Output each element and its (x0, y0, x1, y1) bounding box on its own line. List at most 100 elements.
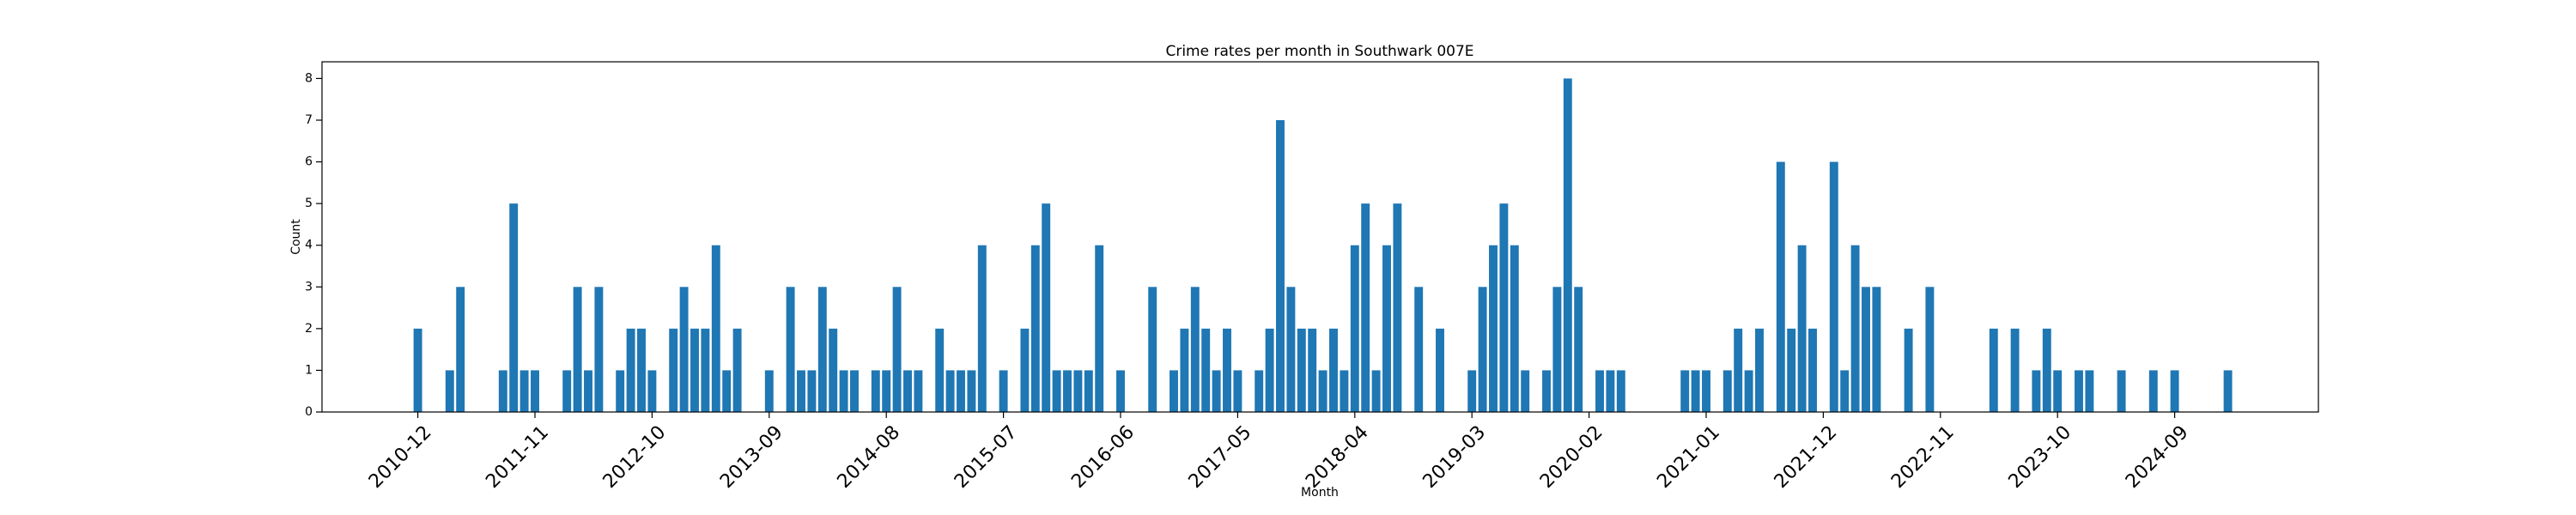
bar (1552, 287, 1562, 412)
y-axis-label: Count (289, 219, 303, 255)
bar (519, 370, 529, 412)
bar (786, 287, 795, 412)
bar (1297, 328, 1306, 412)
bar (1382, 245, 1391, 412)
bar (1722, 370, 1732, 412)
y-tick-label: 7 (305, 113, 313, 127)
bar (456, 287, 465, 412)
bar (1020, 328, 1030, 412)
bar (647, 370, 657, 412)
bar (1190, 287, 1200, 412)
bar (1073, 370, 1083, 412)
bar (935, 328, 945, 412)
bar (1265, 328, 1274, 412)
x-tick-label: 2014-08 (834, 421, 905, 493)
bar (1084, 370, 1093, 412)
bar (1680, 370, 1690, 412)
x-tick-label: 2021-01 (1653, 421, 1724, 493)
bar (690, 328, 699, 412)
bar (413, 328, 422, 412)
bar (1542, 370, 1551, 412)
bar (1042, 203, 1051, 412)
x-tick-label: 2013-09 (716, 421, 787, 493)
bar (1052, 370, 1061, 412)
bar (2148, 370, 2158, 412)
x-axis-label: Month (1301, 486, 1339, 500)
x-tick-label: 2012-10 (599, 421, 671, 493)
bar (722, 370, 732, 412)
bar (2053, 370, 2063, 412)
bar (445, 370, 454, 412)
y-tick-label: 2 (305, 322, 313, 336)
bar (1776, 161, 1785, 413)
bar (1850, 245, 1860, 412)
bar (1223, 328, 1231, 412)
bar (2170, 370, 2179, 412)
bar (1329, 328, 1338, 412)
bar (1925, 287, 1935, 412)
bar (1862, 287, 1870, 412)
bar (1734, 328, 1743, 412)
bar (1904, 328, 1913, 412)
x-tick-label: 2018-04 (1302, 421, 1373, 493)
bar (1563, 78, 1572, 412)
bar (2075, 370, 2083, 412)
bar (1702, 370, 1710, 412)
bar (1308, 328, 1317, 412)
bar (1755, 328, 1764, 412)
bar (669, 328, 678, 412)
bar (1030, 245, 1040, 412)
x-tick-label: 2011-11 (482, 421, 553, 493)
bar (1489, 245, 1498, 412)
bar (1574, 287, 1583, 412)
bar (1255, 370, 1264, 412)
x-tick-label: 2022-11 (1887, 421, 1959, 493)
bar (999, 370, 1008, 412)
bar (1318, 370, 1327, 412)
bar (903, 370, 912, 412)
bar (711, 245, 720, 412)
bar (1233, 370, 1242, 412)
x-tick-label: 2024-09 (2122, 421, 2193, 493)
bar (1478, 287, 1487, 412)
bar (2223, 370, 2233, 412)
bar (1872, 287, 1881, 412)
bar (1510, 245, 1519, 412)
bar (573, 287, 582, 412)
bar (1286, 287, 1296, 412)
bar (1616, 370, 1625, 412)
y-tick-label: 4 (305, 239, 313, 252)
bar (616, 370, 625, 412)
bar (807, 370, 817, 412)
bar (1787, 328, 1796, 412)
bar (764, 370, 774, 412)
bar (892, 287, 902, 412)
x-tick-label: 2015-07 (951, 421, 1022, 493)
bar (914, 370, 923, 412)
x-tick-label: 2016-06 (1067, 421, 1139, 493)
bar (2042, 328, 2051, 412)
bar (637, 328, 646, 412)
bar (531, 370, 539, 412)
bar (817, 287, 827, 412)
x-tick-label: 2019-03 (1419, 421, 1491, 493)
y-tick-label: 3 (305, 280, 313, 294)
chart-title: Crime rates per month in Southwark 007E (1165, 43, 1473, 60)
x-tick-label: 2010-12 (365, 421, 436, 493)
bar (1808, 328, 1817, 412)
bar (1989, 328, 1998, 412)
bar (1521, 370, 1530, 412)
bar (957, 370, 965, 412)
x-tick-label: 2020-02 (1536, 421, 1607, 493)
bar (1829, 161, 1838, 413)
bar (977, 245, 987, 412)
plot-frame (321, 61, 2319, 413)
bar (945, 370, 955, 412)
y-tick-label: 1 (305, 363, 313, 377)
bar (509, 203, 519, 412)
x-tick-label: 2023-10 (2005, 421, 2076, 493)
bar (1691, 370, 1700, 412)
bar (1414, 287, 1424, 412)
bar (797, 370, 805, 412)
bar (829, 328, 838, 412)
